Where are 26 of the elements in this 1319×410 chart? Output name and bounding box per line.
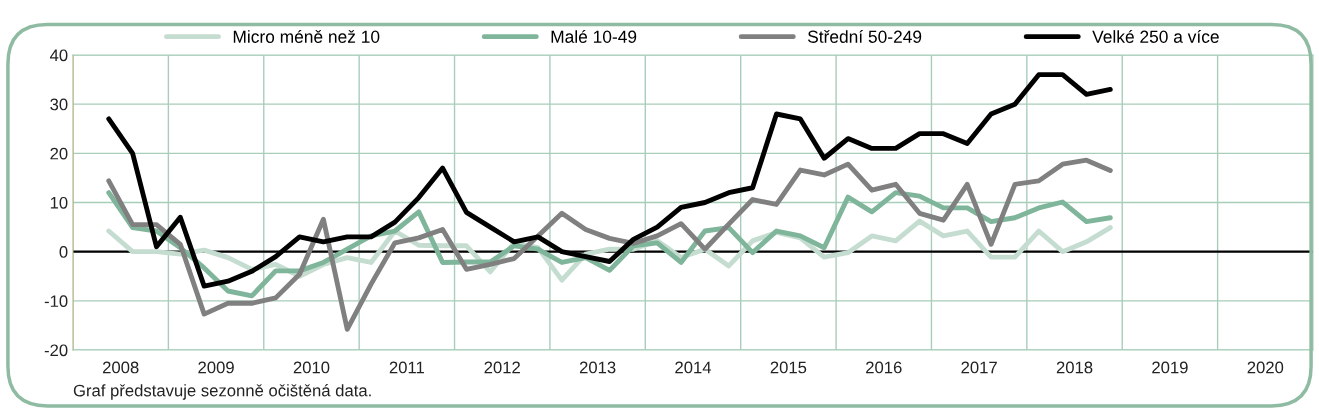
y-tick-label: -10 bbox=[44, 295, 68, 308]
y-tick-label: 40 bbox=[49, 49, 68, 62]
y-tick-label: 10 bbox=[50, 196, 68, 209]
x-tick-label: 2020 bbox=[1247, 361, 1284, 374]
x-tick-label: 2017 bbox=[961, 361, 997, 374]
x-tick-label: 2011 bbox=[389, 361, 424, 374]
legend-label: Malé 10-49 bbox=[551, 29, 637, 43]
legend-label: Velké 250 a více bbox=[1092, 29, 1219, 43]
x-tick-label: 2009 bbox=[198, 361, 234, 374]
x-tick-label: 2018 bbox=[1056, 361, 1093, 374]
x-tick-label: 2016 bbox=[866, 361, 902, 374]
y-tick-label: 20 bbox=[50, 147, 68, 160]
x-tick-label: 2014 bbox=[675, 361, 712, 374]
x-tick-label: 2012 bbox=[484, 361, 520, 374]
legend-label: Micro méně než 10 bbox=[233, 29, 380, 43]
text: Graf představuje sezonně očištěná data. bbox=[73, 384, 371, 400]
x-tick-label: 2015 bbox=[770, 361, 807, 374]
line-series bbox=[106, 157, 1113, 332]
x-tick-label: 2010 bbox=[293, 361, 330, 374]
y-tick-label: -20 bbox=[44, 344, 68, 357]
x-tick-label: 2019 bbox=[1152, 361, 1188, 374]
y-tick-label: 30 bbox=[50, 98, 68, 111]
y-tick-label: 0 bbox=[59, 246, 68, 258]
x-tick-label: 2008 bbox=[102, 361, 139, 374]
x-tick-label: 2013 bbox=[579, 361, 616, 374]
legend-label: Střední 50-249 bbox=[807, 29, 922, 43]
